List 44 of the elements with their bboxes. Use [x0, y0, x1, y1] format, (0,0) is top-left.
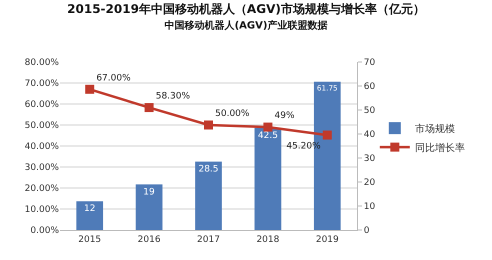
point	[85, 84, 94, 94]
y2-tick-label: 70	[364, 58, 376, 68]
y-tick-label: 10.00%	[24, 205, 60, 216]
data-label: 50.00%	[215, 109, 250, 120]
y2-tick-label: 0	[364, 226, 370, 236]
legend-label: 市场规模	[414, 123, 455, 135]
y-tick-label: 30.00%	[24, 163, 60, 174]
data-label: 12	[84, 204, 96, 214]
y-tick-label: 0.00%	[30, 226, 60, 236]
y-tick-label: 20.00%	[24, 184, 60, 194]
x-tick-label: 2016	[138, 234, 161, 245]
y2-tick-label: 10	[364, 202, 376, 212]
y-tick-label: 50.00%	[24, 121, 60, 132]
point	[263, 122, 272, 132]
data-label: 28.5	[198, 164, 219, 175]
data-label: 19	[143, 187, 155, 198]
bar	[195, 162, 222, 230]
data-label: 61.75	[316, 83, 338, 92]
point	[204, 120, 213, 130]
y-tick-label: 40.00%	[24, 142, 60, 152]
y-tick-label: 70.00%	[24, 79, 60, 90]
x-tick-label: 2017	[197, 234, 220, 245]
y-tick-label: 80.00%	[24, 58, 60, 68]
x-tick-label: 2019	[316, 234, 340, 245]
data-label: 42.5	[258, 131, 278, 141]
chart-title: 2015-2019年中国移动机器人（AGV)市场规模与增长率（亿元）	[67, 2, 425, 16]
y-tick-label: 60.00%	[24, 100, 60, 110]
point	[322, 130, 332, 140]
y2-tick-label: 50	[364, 106, 376, 116]
bar	[254, 128, 282, 230]
y2-tick-label: 40	[364, 130, 376, 140]
bar	[136, 184, 162, 230]
bar	[76, 201, 104, 230]
legend-label: 同比增长率	[414, 142, 465, 154]
data-label: 58.30%	[156, 92, 190, 102]
y2-tick-label: 30	[364, 154, 376, 164]
chart-subtitle: 中国移动机器人(AGV)产业联盟数据	[164, 20, 328, 32]
data-label: 67.00%	[96, 73, 132, 84]
x-tick-label: 2018	[256, 234, 280, 245]
point	[144, 103, 154, 112]
data-label: 49%	[274, 111, 295, 122]
x-tick-label: 2015	[78, 234, 102, 245]
y2-tick-label: 20	[364, 178, 376, 188]
y2-tick-label: 60	[364, 82, 376, 92]
